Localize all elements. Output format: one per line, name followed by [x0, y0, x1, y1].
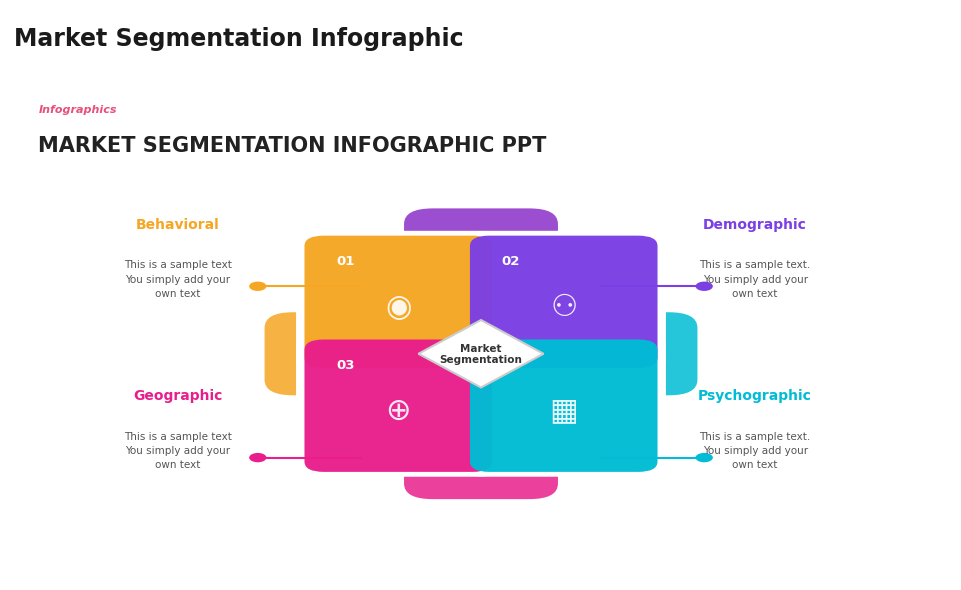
FancyBboxPatch shape	[296, 231, 500, 372]
Text: Segmentation: Segmentation	[439, 355, 522, 365]
FancyBboxPatch shape	[404, 380, 557, 499]
Polygon shape	[418, 320, 543, 388]
FancyBboxPatch shape	[485, 312, 697, 395]
FancyBboxPatch shape	[296, 335, 500, 476]
Text: ⊕: ⊕	[385, 396, 410, 425]
Text: MARKET SEGMENTATION INFOGRAPHIC PPT: MARKET SEGMENTATION INFOGRAPHIC PPT	[38, 136, 546, 156]
Text: ⚇: ⚇	[550, 293, 577, 322]
Circle shape	[695, 281, 712, 291]
Text: This is a sample text.
You simply add your
own text: This is a sample text. You simply add yo…	[699, 260, 810, 299]
Text: 04: 04	[501, 359, 520, 372]
Text: Demographic: Demographic	[702, 218, 806, 232]
FancyBboxPatch shape	[304, 339, 491, 472]
Text: Market Segmentation Infographic: Market Segmentation Infographic	[14, 27, 463, 51]
Circle shape	[249, 453, 266, 463]
Text: 03: 03	[336, 359, 355, 372]
Circle shape	[695, 453, 712, 463]
Text: Psychographic: Psychographic	[698, 389, 811, 403]
FancyBboxPatch shape	[469, 339, 657, 472]
FancyBboxPatch shape	[304, 235, 491, 368]
Text: This is a sample text.
You simply add your
own text: This is a sample text. You simply add yo…	[699, 432, 810, 470]
Text: This is a sample text
You simply add your
own text: This is a sample text You simply add you…	[124, 432, 232, 470]
Circle shape	[249, 281, 266, 291]
Text: Market: Market	[459, 343, 502, 353]
Text: This is a sample text
You simply add your
own text: This is a sample text You simply add you…	[124, 260, 232, 299]
Text: ▦: ▦	[549, 396, 578, 425]
Text: Behavioral: Behavioral	[136, 218, 220, 232]
FancyBboxPatch shape	[461, 231, 665, 372]
Text: ◉: ◉	[384, 293, 411, 322]
FancyBboxPatch shape	[264, 312, 476, 395]
Text: Infographics: Infographics	[38, 105, 117, 114]
FancyBboxPatch shape	[461, 335, 665, 476]
Text: Geographic: Geographic	[134, 389, 222, 403]
Text: 02: 02	[501, 255, 520, 268]
Text: 01: 01	[336, 255, 355, 268]
FancyBboxPatch shape	[404, 208, 557, 328]
FancyBboxPatch shape	[469, 235, 657, 368]
